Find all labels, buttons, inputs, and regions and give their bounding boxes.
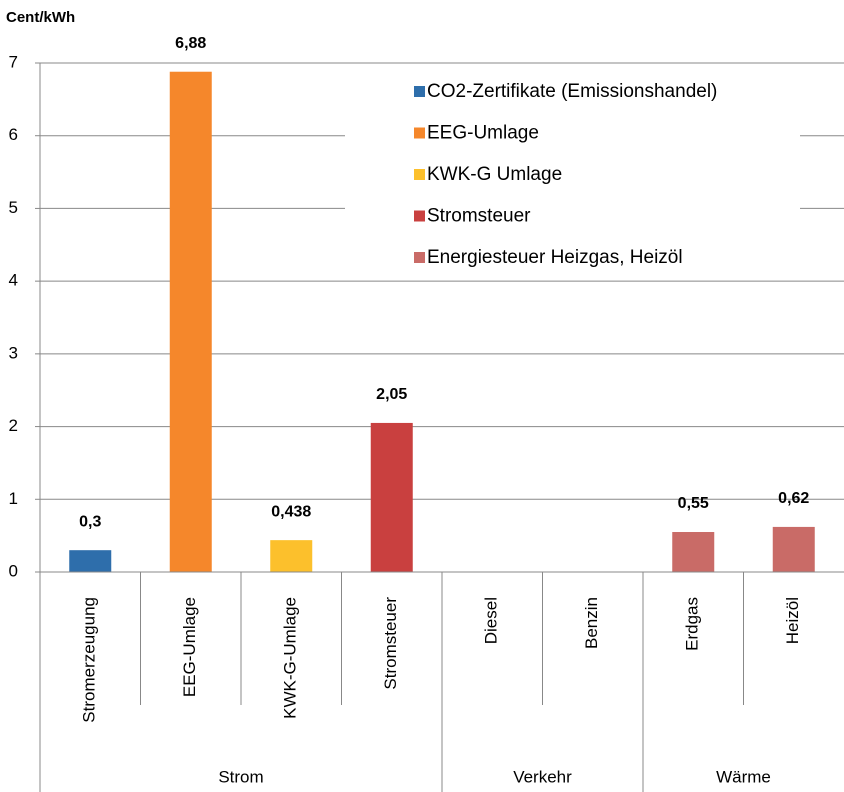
bar: [370, 422, 413, 572]
bar: [772, 526, 815, 572]
y-tick-label: 7: [9, 52, 18, 71]
legend-marker: [414, 252, 425, 263]
legend-marker: [414, 210, 425, 222]
x-tick-label: Stromerzeugung: [80, 597, 99, 723]
bar: [270, 540, 313, 572]
legend-label: Energiesteuer Heizgas, Heizöl: [427, 247, 683, 268]
y-tick-label: 0: [9, 561, 18, 580]
x-tick-label: Erdgas: [683, 597, 702, 651]
x-tick-label: Diesel: [482, 597, 501, 644]
value-label: 0,55: [678, 495, 709, 512]
y-tick-label: 6: [9, 125, 18, 144]
legend-marker: [414, 169, 425, 180]
y-tick-label: 1: [9, 489, 18, 508]
x-tick-label: KWK-G-Umlage: [281, 597, 300, 719]
y-tick-label: 3: [9, 343, 18, 362]
bar: [672, 532, 715, 572]
legend-marker: [414, 86, 425, 97]
x-tick-label: EEG-Umlage: [180, 597, 199, 697]
axis-label: Cent/kWh: [6, 9, 75, 26]
group-label: Verkehr: [513, 767, 572, 786]
value-label: 6,88: [175, 35, 206, 52]
legend-label: Stromsteuer: [427, 206, 531, 227]
value-label: 2,05: [376, 386, 407, 403]
y-tick-label: 5: [9, 198, 18, 217]
legend-label: KWK-G Umlage: [427, 164, 562, 185]
value-label: 0,62: [778, 490, 809, 507]
x-tick-label: Stromsteuer: [381, 597, 400, 690]
legend-marker: [414, 127, 425, 139]
group-label: Strom: [218, 767, 263, 786]
x-tick-label: Benzin: [582, 597, 601, 649]
y-tick-label: 2: [9, 416, 18, 435]
x-tick-label: Heizöl: [783, 597, 802, 644]
value-label: 0,438: [271, 503, 311, 520]
group-label: Wärme: [716, 767, 771, 786]
legend-label: EEG-Umlage: [427, 123, 539, 144]
bar: [69, 550, 112, 572]
y-tick-label: 4: [9, 271, 18, 290]
value-label: 0,3: [79, 513, 101, 530]
legend-label: CO2-Zertifikate (Emissionshandel): [427, 81, 717, 102]
bar: [169, 71, 212, 573]
